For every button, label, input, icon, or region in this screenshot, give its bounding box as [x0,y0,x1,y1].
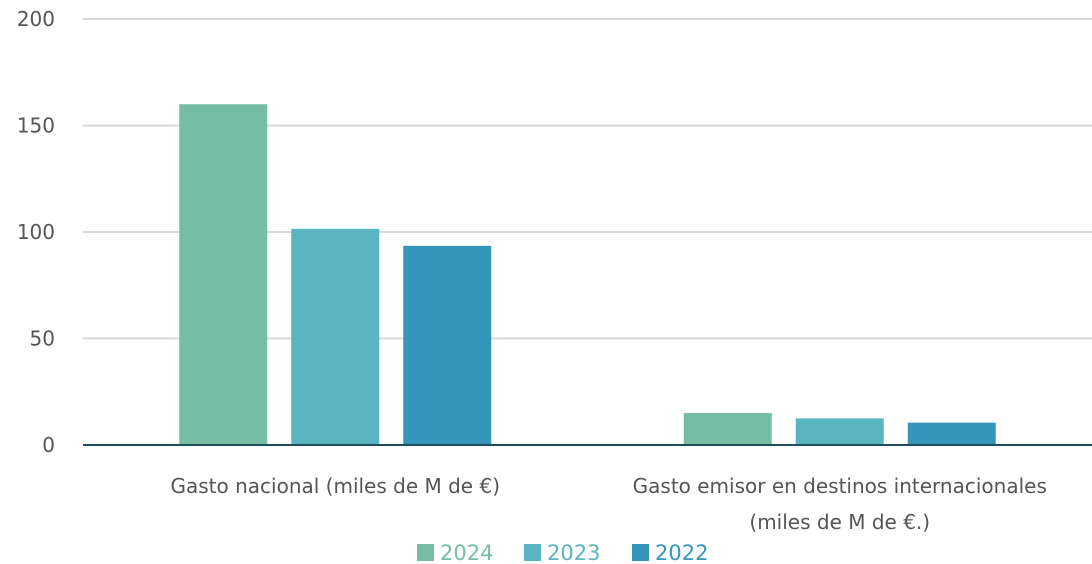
x-axis-category-labels: Gasto nacional (miles de M de €) Gasto em… [170,474,1046,534]
legend-swatch-2023 [524,544,541,561]
legend-label-2022: 2022 [655,541,708,564]
bar-2024-cat-1 [683,413,772,445]
legend-label-2023: 2023 [547,541,600,564]
y-tick-label-50: 50 [30,327,55,351]
category-label-0-line-0: Gasto nacional (miles de M de €) [170,474,500,498]
y-tick-label-150: 150 [17,114,55,138]
legend-swatch-2022 [632,544,649,561]
legend-swatch-2024 [417,544,434,561]
legend: 2024 2023 2022 [417,541,708,564]
y-tick-label-100: 100 [17,220,55,244]
bar-2023-cat-1 [795,418,884,445]
category-label-1-line-1: (miles de M de €.) [749,510,930,534]
category-label-1-line-0: Gasto emisor en destinos internacionales [633,474,1047,498]
y-tick-label-200: 200 [17,7,55,31]
bar-2023-cat-0 [291,228,380,445]
legend-label-2024: 2024 [440,541,493,564]
y-tick-label-0: 0 [42,433,55,457]
bar-2022-cat-0 [403,245,492,445]
bars [179,104,996,445]
bar-2024-cat-0 [179,104,268,445]
y-axis-tick-labels: 0 50 100 150 200 [17,7,55,457]
bar-2022-cat-1 [907,422,996,445]
